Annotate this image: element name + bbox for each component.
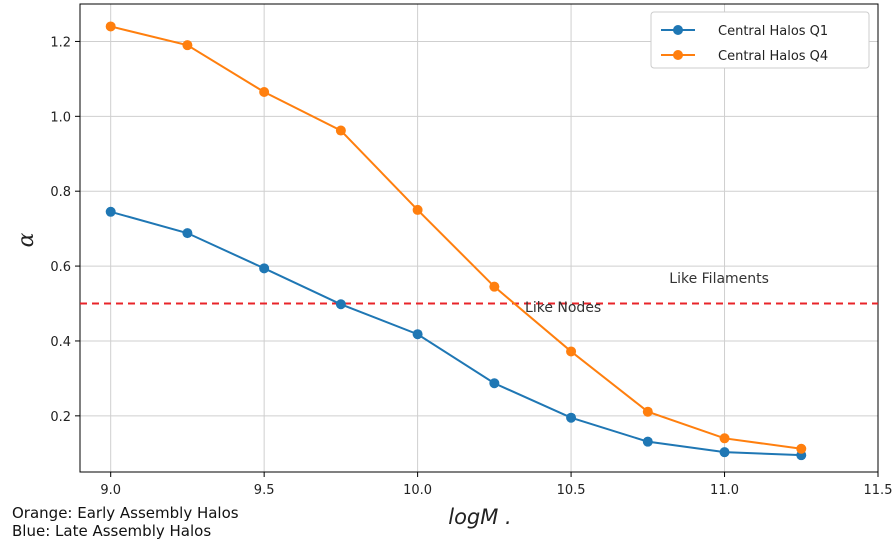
annotation-label: Like Nodes [525,300,601,316]
annotations: Like Filaments Like Nodes [525,271,769,316]
data-point [259,86,270,97]
annotation-label: Like Filaments [669,271,769,287]
x-tick-label: 10.5 [557,483,586,498]
y-tick-label: 0.2 [50,410,71,425]
legend-marker-q4 [673,50,683,60]
y-tick-label: 0.6 [50,260,71,275]
x-tick-label: 11.0 [710,483,739,498]
y-tick-label: 0.8 [50,185,71,200]
legend-marker-q1 [673,25,683,35]
data-point [412,204,423,215]
ticks: 9.0 9.5 10.0 10.5 11.0 11.5 0.2 0.4 0.6 0.8 1.0 1.2 [50,35,892,498]
data-point [412,329,423,340]
caption-line-1: Orange: Early Assembly Halos [12,504,239,522]
y-axis-label: α [14,232,39,247]
data-point [566,346,577,357]
data-point [489,378,500,389]
data-point [642,436,653,447]
caption-line-2: Blue: Late Assembly Halos [12,522,212,540]
plot-frame [79,3,879,473]
data-point [105,206,116,217]
legend-label-q4: Central Halos Q4 [718,49,828,64]
data-point [566,412,577,423]
data-point [259,263,270,274]
data-point [335,299,346,310]
legend-label-q1: Central Halos Q1 [718,24,828,39]
legend-box [650,11,870,69]
x-tick-label: 10.0 [403,483,432,498]
data-point [182,40,193,51]
legend: Central Halos Q1 Central Halos Q4 [650,11,870,69]
x-tick-label: 11.5 [864,483,893,498]
data-point [105,21,116,32]
data-point [182,228,193,239]
x-tick-label: 9.5 [254,483,275,498]
series-line-1 [110,25,802,450]
data-point [642,406,653,417]
series-group [105,21,807,461]
data-point [335,125,346,136]
y-tick-label: 0.4 [50,335,71,350]
caption: Orange: Early Assembly Halos Blue: Late … [12,504,239,540]
data-point [489,281,500,292]
x-axis-label: logM . [448,505,511,529]
series-line-0 [110,210,802,457]
x-tick-label: 9.0 [100,483,121,498]
data-point [719,433,730,444]
data-point [719,447,730,458]
y-tick-label: 1.0 [50,110,71,125]
y-tick-label: 1.2 [50,35,71,50]
data-point [796,443,807,454]
